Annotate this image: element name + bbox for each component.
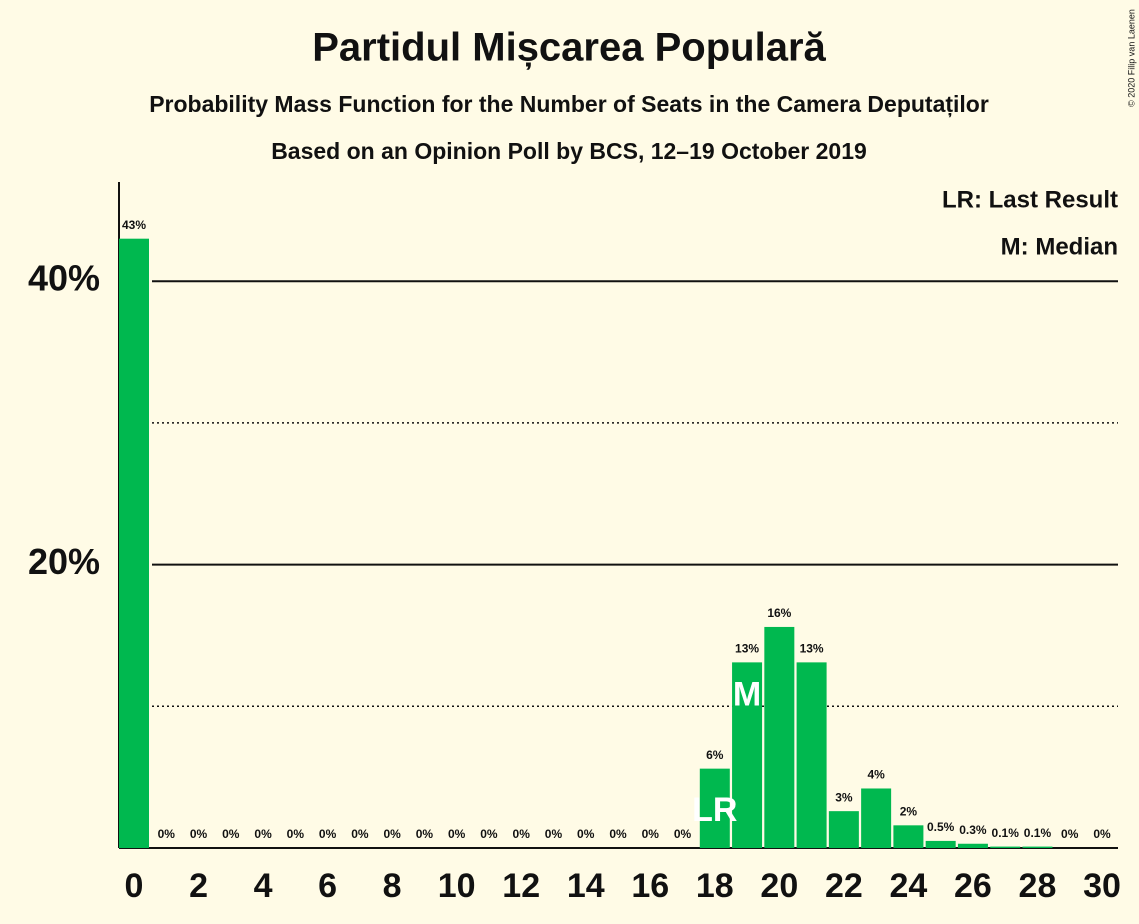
x-tick-label: 16: [631, 867, 669, 905]
credit: © 2020 Filip van Laenen: [1126, 9, 1136, 107]
x-tick-label: 8: [383, 867, 402, 905]
x-tick-label: 18: [696, 867, 734, 905]
bar: [732, 662, 763, 848]
bar: [796, 662, 827, 848]
value-label: 0%: [1093, 827, 1111, 841]
x-tick-label: 20: [760, 867, 798, 905]
value-label: 0%: [642, 827, 660, 841]
value-label: 13%: [800, 642, 824, 656]
value-label: 6%: [706, 748, 724, 762]
bar: [1022, 846, 1053, 848]
value-label: 0.3%: [959, 823, 987, 837]
value-label: 0.1%: [992, 826, 1020, 840]
value-label: 0%: [319, 827, 337, 841]
value-label: 0%: [480, 827, 498, 841]
value-label: 0%: [416, 827, 434, 841]
x-tick-label: 4: [254, 867, 273, 905]
value-label: 43%: [122, 218, 146, 232]
x-tick-label: 2: [189, 867, 208, 905]
x-tick-label: 0: [125, 867, 144, 905]
bar: [893, 825, 924, 848]
value-label: 0%: [158, 827, 176, 841]
value-label: 3%: [835, 790, 853, 804]
bar: [828, 811, 859, 848]
value-label: 0%: [190, 827, 208, 841]
value-label: 0%: [513, 827, 531, 841]
value-label: 4%: [867, 768, 885, 782]
value-label: 0%: [545, 827, 563, 841]
value-label: 0%: [254, 827, 272, 841]
value-label: 0%: [222, 827, 240, 841]
value-label: 16%: [767, 606, 791, 620]
x-tick-label: 30: [1083, 867, 1121, 905]
legend-note: M: Median: [1001, 233, 1118, 260]
x-tick-label: 6: [318, 867, 337, 905]
x-tick-label: 26: [954, 867, 992, 905]
bar: [119, 238, 149, 848]
chart-subtitle: Based on an Opinion Poll by BCS, 12–19 O…: [271, 138, 867, 164]
x-tick-label: 28: [1019, 867, 1057, 905]
bar: [957, 843, 988, 848]
y-tick-label: 20%: [28, 541, 100, 582]
value-label: 0%: [448, 827, 466, 841]
legend-note: LR: Last Result: [942, 186, 1118, 213]
x-tick-label: 10: [438, 867, 476, 905]
chart-title: Partidul Mișcarea Populară: [312, 26, 826, 70]
value-label: 13%: [735, 642, 759, 656]
x-tick-label: 22: [825, 867, 863, 905]
value-label: 0%: [351, 827, 369, 841]
value-label: 0%: [577, 827, 595, 841]
bar: [764, 626, 795, 848]
value-label: 0%: [383, 827, 401, 841]
value-label: 0%: [674, 827, 692, 841]
chart-subtitle: Probability Mass Function for the Number…: [149, 91, 989, 118]
value-label: 0.1%: [1024, 826, 1052, 840]
bar: [699, 768, 730, 848]
x-tick-label: 14: [567, 867, 605, 905]
value-label: 0%: [609, 827, 627, 841]
x-tick-label: 12: [502, 867, 540, 905]
y-tick-label: 40%: [28, 258, 100, 299]
bar: [990, 846, 1021, 848]
value-label: 0%: [1061, 827, 1079, 841]
value-label: 2%: [900, 804, 918, 818]
value-label: 0.5%: [927, 820, 955, 834]
value-label: 0%: [287, 827, 305, 841]
x-tick-label: 24: [889, 867, 927, 905]
bar: [861, 788, 892, 848]
annotation: LR: [692, 791, 737, 829]
annotation: M: [733, 675, 761, 713]
bar: [925, 840, 956, 848]
